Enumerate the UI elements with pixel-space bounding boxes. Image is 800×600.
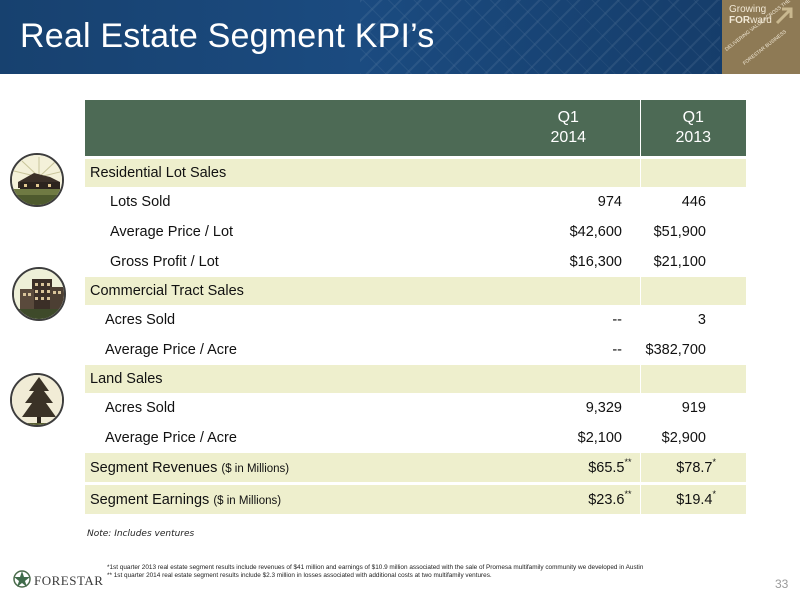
row-label: Average Price / Acre [105, 430, 237, 446]
footnote-mark: ** [624, 456, 632, 467]
row-label: Acres Sold [105, 312, 176, 328]
table-row: Average Price / Lot $42,600 $51,900 [85, 217, 746, 247]
growing-arrow-icon [775, 7, 793, 25]
section-title: Commercial Tract Sales [85, 277, 497, 305]
total-q1-2014: $23.6** [497, 485, 641, 514]
total-row-earnings: Segment Earnings ($ in Millions) $23.6**… [85, 485, 746, 514]
table-row: Average Price / Acre $2,100 $2,900 [85, 423, 746, 453]
total-q1-2013: $78.7* [640, 453, 746, 482]
section-row-land: Land Sales [85, 365, 746, 393]
footnote-2: ** 1st quarter 2014 real estate segment … [107, 572, 492, 579]
footnote-mark: * [712, 456, 716, 467]
pine-tree-icon [10, 373, 64, 427]
cell-q1-2013: $21,100 [653, 254, 706, 270]
growing-forward-badge: Growing FORward DELIVERING VALUE ACROSS … [722, 0, 800, 74]
page-number: 33 [775, 577, 789, 591]
kpi-table: Q1 2014 Q1 2013 Residential Lot Sales Lots… [85, 100, 746, 514]
cell-q1-2014: -- [612, 342, 622, 358]
cell-q1-2014: 9,329 [585, 400, 622, 416]
commercial-building-icon [12, 267, 66, 321]
section-row-commercial: Commercial Tract Sales [85, 277, 746, 305]
cell-q1-2013: $51,900 [653, 224, 706, 240]
footnote-1: *1st quarter 2013 real estate segment re… [107, 564, 644, 571]
residential-house-icon [10, 153, 64, 207]
column-header-q1-2013: Q1 2013 [640, 100, 746, 156]
cell-q1-2013: 919 [681, 400, 706, 416]
table-header-row: Q1 2014 Q1 2013 [85, 100, 746, 156]
cell-q1-2014: $16,300 [569, 254, 622, 270]
column-header-label [85, 100, 497, 156]
cell-q1-2013: 446 [681, 194, 706, 210]
badge-line1: Growing [729, 4, 767, 15]
forestar-logo-text: FORESTAR [34, 573, 104, 588]
footnote-mark: * [712, 488, 716, 499]
cell-q1-2013: $382,700 [645, 342, 706, 358]
row-label: Gross Profit / Lot [110, 254, 219, 270]
footnote-mark: ** [624, 488, 632, 499]
cell-q1-2013: $2,900 [661, 430, 706, 446]
cell-q1-2014: $42,600 [569, 224, 622, 240]
cell-q1-2014: 974 [597, 194, 622, 210]
table-row: Acres Sold 9,329 919 [85, 393, 746, 423]
row-label: Acres Sold [105, 400, 176, 416]
column-header-q1-2014: Q1 2014 [497, 100, 641, 156]
badge-line2: FORward [729, 15, 772, 26]
total-row-revenues: Segment Revenues ($ in Millions) $65.5**… [85, 453, 746, 482]
total-q1-2013: $19.4* [640, 485, 746, 514]
forestar-logo-icon [13, 570, 31, 588]
page-title: Real Estate Segment KPI’s [20, 17, 435, 55]
cell-q1-2014: -- [612, 312, 622, 328]
section-row-residential: Residential Lot Sales [85, 159, 746, 187]
total-label: Segment Earnings ($ in Millions) [85, 485, 497, 514]
table-row: Gross Profit / Lot $16,300 $21,100 [85, 247, 746, 277]
table-row: Acres Sold -- 3 [85, 305, 746, 335]
section-title: Residential Lot Sales [85, 159, 497, 187]
total-q1-2014: $65.5** [497, 453, 641, 482]
row-label: Lots Sold [110, 194, 171, 210]
header-banner: Real Estate Segment KPI’s Growing FORwar… [0, 0, 800, 74]
table-row: Lots Sold 974 446 [85, 187, 746, 217]
section-title: Land Sales [85, 365, 497, 393]
cell-q1-2013: 3 [697, 312, 706, 328]
row-label: Average Price / Acre [105, 342, 237, 358]
table-note: Note: Includes ventures [87, 529, 195, 539]
header-decoration [360, 0, 720, 74]
table-row: Average Price / Acre -- $382,700 [85, 335, 746, 365]
row-label: Average Price / Lot [110, 224, 234, 240]
total-label: Segment Revenues ($ in Millions) [85, 453, 497, 482]
cell-q1-2014: $2,100 [577, 430, 622, 446]
